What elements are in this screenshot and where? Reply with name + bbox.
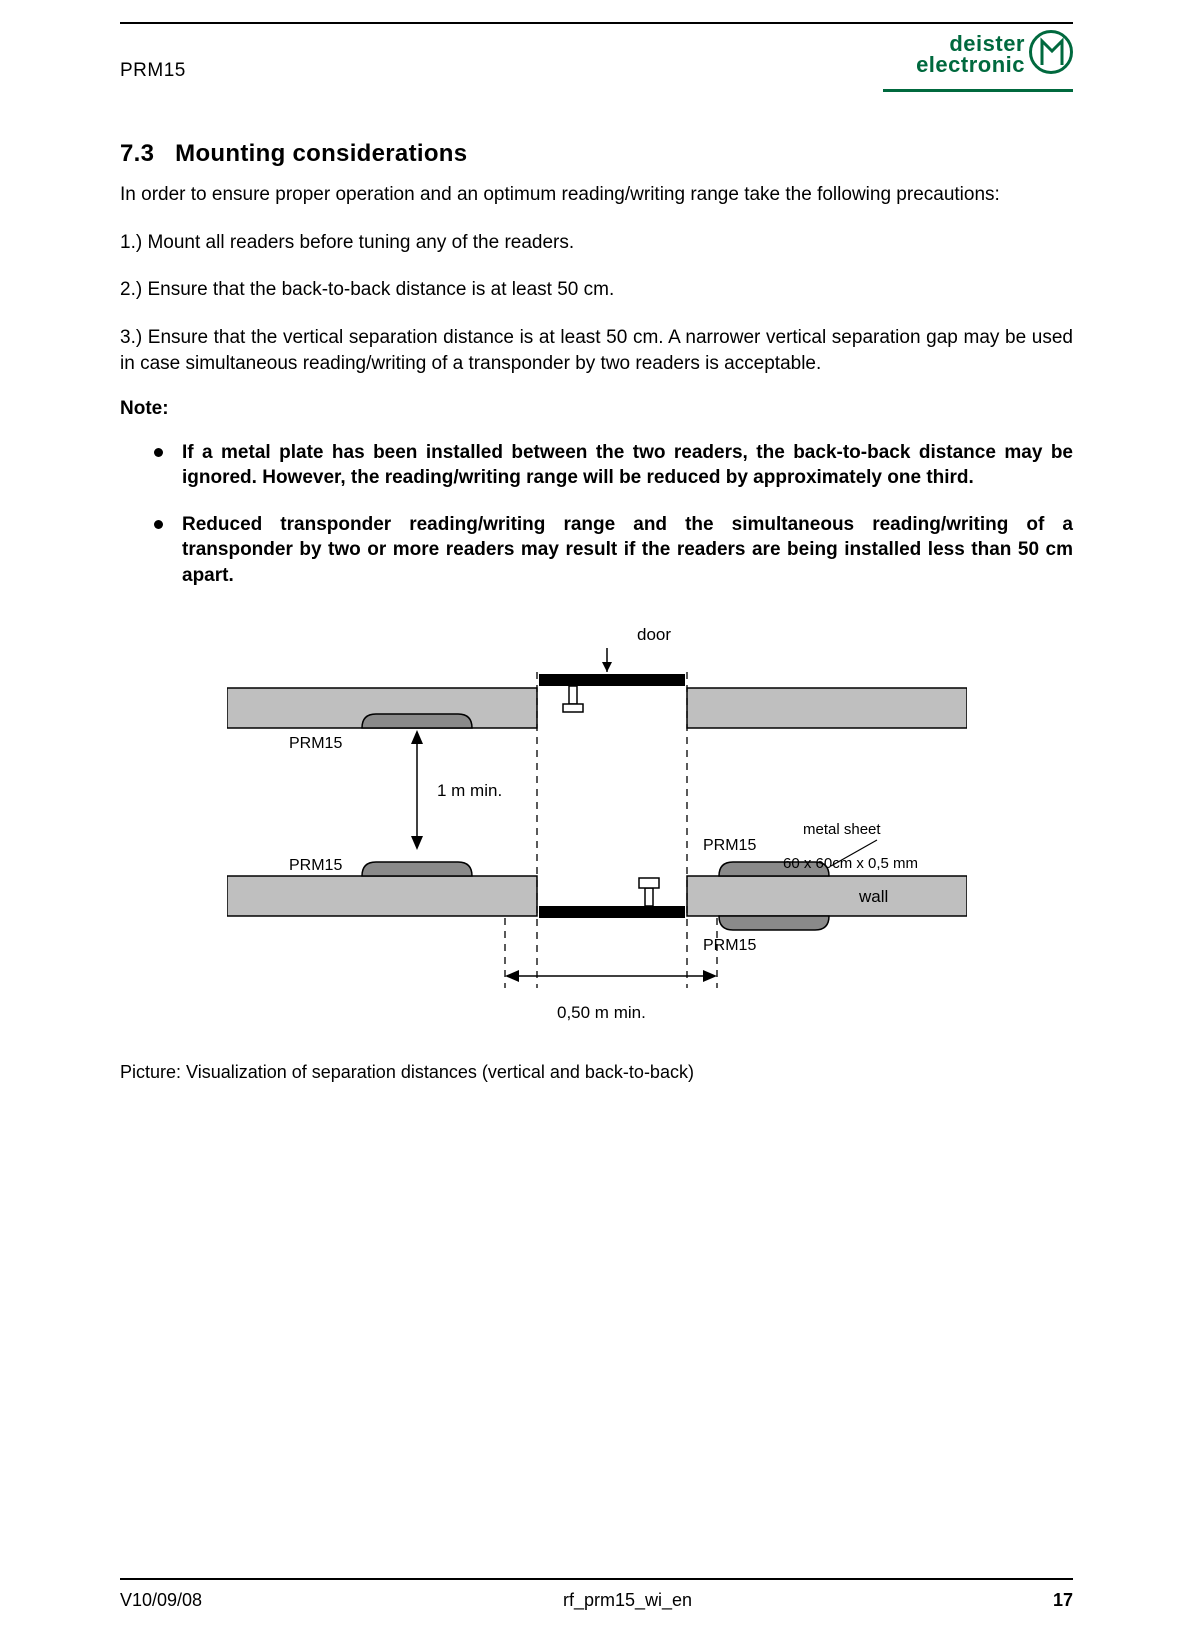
note-item: If a metal plate has been installed betw… xyxy=(182,440,1073,490)
section-heading: 7.3 Mounting considerations xyxy=(120,140,1073,168)
footer-page-number: 17 xyxy=(1053,1590,1073,1611)
label-door: door xyxy=(637,625,671,644)
footer-filename: rf_prm15_wi_en xyxy=(563,1590,692,1611)
footer-version: V10/09/08 xyxy=(120,1590,202,1611)
precaution-3: 3.) Ensure that the vertical separation … xyxy=(120,325,1073,376)
figure-caption: Picture: Visualization of separation dis… xyxy=(120,1062,1073,1083)
brand-logo: deister electronic xyxy=(883,34,1073,92)
precaution-2: 2.) Ensure that the back-to-back distanc… xyxy=(120,277,1073,303)
label-one-m: 1 m min. xyxy=(437,781,502,800)
label-prm-right-top: PRM15 xyxy=(703,837,756,854)
label-prm-left: PRM15 xyxy=(289,857,342,874)
separation-diagram: door PRM15 1 m min. xyxy=(227,618,967,1048)
label-prm-upper: PRM15 xyxy=(289,735,342,752)
note-item: Reduced transponder reading/writing rang… xyxy=(182,512,1073,587)
page-header: PRM15 deister electronic xyxy=(120,24,1073,100)
logo-line2: electronic xyxy=(902,55,1025,76)
label-prm-right-bottom: PRM15 xyxy=(703,937,756,954)
label-metal-dim: 60 x 60cm x 0,5 mm xyxy=(783,855,918,872)
intro-paragraph: In order to ensure proper operation and … xyxy=(120,182,1073,208)
section-title: Mounting considerations xyxy=(175,140,467,167)
section-number: 7.3 xyxy=(120,140,154,167)
precaution-1: 1.) Mount all readers before tuning any … xyxy=(120,230,1073,256)
page-footer: V10/09/08 rf_prm15_wi_en 17 xyxy=(120,1578,1073,1611)
label-half-m: 0,50 m min. xyxy=(557,1003,646,1022)
label-wall: wall xyxy=(858,887,888,906)
note-list: If a metal plate has been installed betw… xyxy=(120,440,1073,587)
note-heading: Note: xyxy=(120,398,1073,420)
logo-icon xyxy=(1029,30,1073,74)
label-metal-sheet: metal sheet xyxy=(803,821,881,838)
doc-code: PRM15 xyxy=(120,34,186,82)
figure: door PRM15 1 m min. xyxy=(120,618,1073,1048)
